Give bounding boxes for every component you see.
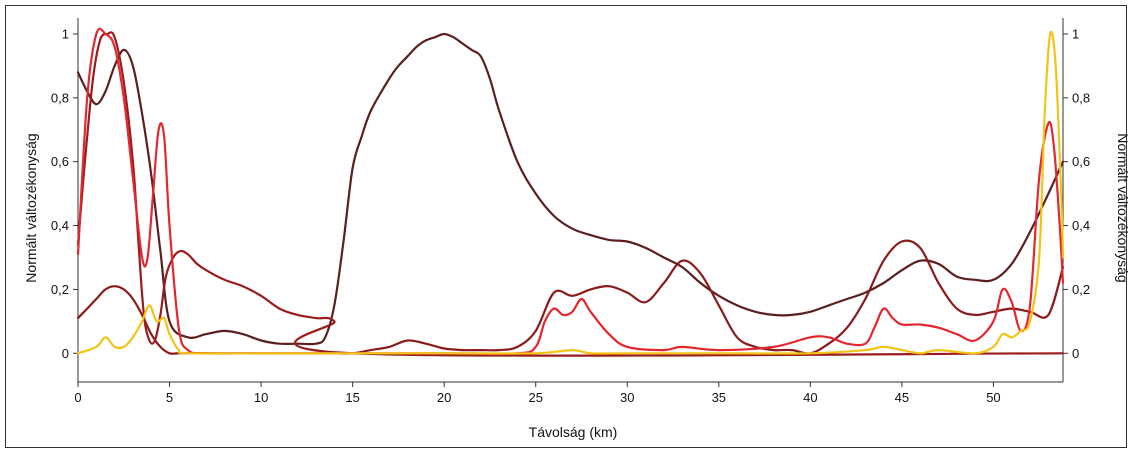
series-line-5: [76, 30, 1065, 355]
series-line-3: [76, 31, 1065, 357]
series-layer: [76, 27, 1065, 357]
y-tick-label-right: 0,4: [1072, 218, 1090, 233]
y-axis-label-right: Normált változékonyság: [1115, 133, 1131, 282]
y-tick-label-left: 0,8: [51, 90, 69, 105]
chart-axes: [77, 18, 1064, 383]
series-line-4: [76, 27, 1065, 355]
series-line-2: [76, 239, 1065, 355]
y-tick-label-left: 0: [62, 346, 69, 361]
x-tick-label: 45: [895, 390, 909, 405]
y-tick-label-right: 0,2: [1072, 282, 1090, 297]
x-tick-label: 15: [345, 390, 359, 405]
x-tick-label: 10: [254, 390, 268, 405]
series-line-1: [76, 32, 1065, 346]
y-tick-label-right: 0,6: [1072, 154, 1090, 169]
y-tick-label-left: 1: [62, 26, 69, 41]
chart-frame: [5, 5, 1127, 448]
y-tick-label-right: 0,8: [1072, 90, 1090, 105]
y-tick-label-left: 0,4: [51, 218, 69, 233]
x-tick-label: 30: [620, 390, 634, 405]
x-axis-label: Távolság (km): [529, 424, 618, 440]
x-tick-label: 35: [712, 390, 726, 405]
y-tick-label-left: 0,6: [51, 154, 69, 169]
x-tick-label: 25: [528, 390, 542, 405]
x-tick-label: 20: [437, 390, 451, 405]
chart-ticks: 0 5 10 15 20 25 30 35 40 45 50 0 0 0,2 0,2 0,4 0,4 0,6 0,6…: [51, 26, 1090, 405]
x-tick-label: 0: [74, 390, 81, 405]
y-tick-label-right: 0: [1072, 346, 1079, 361]
y-tick-label-right: 1: [1072, 26, 1079, 41]
x-tick-label: 40: [803, 390, 817, 405]
x-tick-label: 5: [166, 390, 173, 405]
y-tick-label-left: 0,2: [51, 282, 69, 297]
y-axis-label-left: Normált változékonyság: [23, 133, 39, 282]
x-tick-label: 50: [986, 390, 1000, 405]
